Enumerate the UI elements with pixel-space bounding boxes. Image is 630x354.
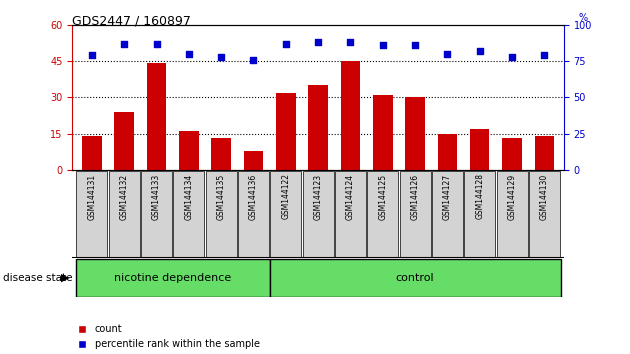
FancyBboxPatch shape bbox=[270, 259, 561, 297]
FancyBboxPatch shape bbox=[270, 171, 301, 257]
Text: GSM144125: GSM144125 bbox=[378, 173, 387, 219]
Text: GSM144134: GSM144134 bbox=[185, 173, 193, 220]
FancyBboxPatch shape bbox=[141, 171, 172, 257]
FancyBboxPatch shape bbox=[367, 171, 398, 257]
Bar bbox=[212, 138, 231, 170]
Bar bbox=[535, 136, 554, 170]
FancyBboxPatch shape bbox=[205, 171, 237, 257]
FancyBboxPatch shape bbox=[529, 171, 560, 257]
FancyBboxPatch shape bbox=[399, 171, 431, 257]
Bar bbox=[115, 112, 134, 170]
Text: disease state: disease state bbox=[3, 273, 72, 283]
Text: GSM144136: GSM144136 bbox=[249, 173, 258, 220]
FancyBboxPatch shape bbox=[76, 171, 107, 257]
Text: GSM144126: GSM144126 bbox=[411, 173, 420, 219]
FancyBboxPatch shape bbox=[173, 171, 204, 257]
Point bbox=[378, 42, 388, 48]
Bar bbox=[373, 95, 392, 170]
Point bbox=[442, 51, 452, 57]
Point bbox=[507, 54, 517, 59]
Point bbox=[119, 41, 129, 46]
Text: GSM144131: GSM144131 bbox=[88, 173, 96, 219]
FancyBboxPatch shape bbox=[496, 171, 528, 257]
Text: GSM144130: GSM144130 bbox=[540, 173, 549, 220]
Point bbox=[184, 51, 194, 57]
Text: control: control bbox=[396, 273, 435, 283]
Point bbox=[475, 48, 485, 54]
Bar bbox=[276, 92, 295, 170]
Text: GSM144129: GSM144129 bbox=[508, 173, 517, 219]
FancyBboxPatch shape bbox=[335, 171, 366, 257]
Text: GSM144132: GSM144132 bbox=[120, 173, 129, 219]
Bar bbox=[179, 131, 198, 170]
Text: GSM144128: GSM144128 bbox=[475, 173, 484, 219]
Bar bbox=[309, 85, 328, 170]
Text: GSM144127: GSM144127 bbox=[443, 173, 452, 219]
FancyBboxPatch shape bbox=[464, 171, 495, 257]
Legend: count, percentile rank within the sample: count, percentile rank within the sample bbox=[77, 324, 260, 349]
Text: GSM144122: GSM144122 bbox=[282, 173, 290, 219]
Bar bbox=[341, 61, 360, 170]
FancyBboxPatch shape bbox=[76, 259, 270, 297]
Point bbox=[216, 54, 226, 59]
Bar bbox=[438, 133, 457, 170]
Point bbox=[313, 39, 323, 45]
Text: nicotine dependence: nicotine dependence bbox=[114, 273, 231, 283]
FancyBboxPatch shape bbox=[302, 171, 334, 257]
Bar bbox=[406, 97, 425, 170]
Text: GSM144123: GSM144123 bbox=[314, 173, 323, 219]
FancyBboxPatch shape bbox=[238, 171, 269, 257]
Bar bbox=[147, 63, 166, 170]
Point bbox=[248, 57, 258, 62]
Text: GDS2447 / 160897: GDS2447 / 160897 bbox=[72, 14, 192, 27]
Bar bbox=[82, 136, 101, 170]
Text: GSM144124: GSM144124 bbox=[346, 173, 355, 219]
Point bbox=[539, 52, 549, 58]
FancyBboxPatch shape bbox=[432, 171, 463, 257]
Point bbox=[281, 41, 291, 46]
Text: %: % bbox=[578, 13, 588, 23]
Bar bbox=[470, 129, 490, 170]
Point bbox=[87, 52, 97, 58]
Text: GSM144135: GSM144135 bbox=[217, 173, 226, 220]
Point bbox=[151, 41, 161, 46]
FancyBboxPatch shape bbox=[108, 171, 140, 257]
Text: GSM144133: GSM144133 bbox=[152, 173, 161, 220]
Point bbox=[410, 42, 420, 48]
Point bbox=[345, 39, 355, 45]
Bar bbox=[503, 138, 522, 170]
Text: ▶: ▶ bbox=[60, 273, 69, 283]
Bar bbox=[244, 150, 263, 170]
